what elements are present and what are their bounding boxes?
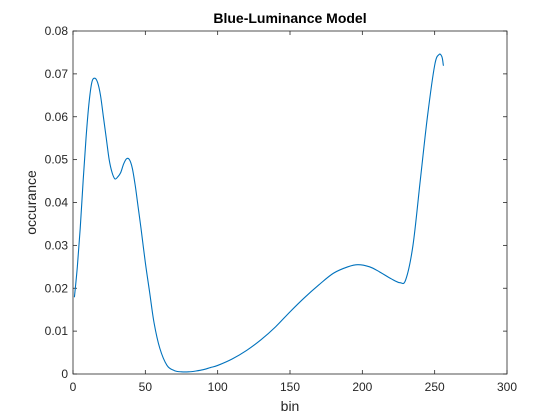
- y-tick-label: 0.02: [45, 281, 69, 295]
- y-tick-label: 0.06: [45, 110, 69, 124]
- series-line: [73, 53, 444, 373]
- y-tick-label: 0.03: [45, 238, 69, 252]
- x-tick-label: 50: [139, 380, 153, 394]
- x-tick-label: 0: [70, 380, 77, 394]
- y-tick-label: 0.05: [45, 153, 69, 167]
- y-tick-label: 0.07: [45, 67, 69, 81]
- y-axis-ticks: 0 0.01 0.02 0.03 0.04 0.05 0.06 0.07 0.08: [45, 24, 507, 381]
- chart-title: Blue-Luminance Model: [213, 10, 366, 26]
- x-axis-label: bin: [281, 398, 300, 414]
- x-tick-label: 150: [280, 380, 300, 394]
- y-tick-label: 0.04: [45, 196, 69, 210]
- y-tick-label: 0: [61, 367, 68, 381]
- x-tick-label: 250: [425, 380, 445, 394]
- x-axis-ticks: 0 50 100 150 200 250 300: [70, 31, 517, 394]
- x-tick-label: 300: [497, 380, 517, 394]
- plot-area-frame: [72, 30, 508, 375]
- axes-box: [72, 30, 508, 375]
- x-tick-label: 100: [208, 380, 228, 394]
- y-tick-label: 0.08: [45, 24, 69, 38]
- y-axis-label: occurance: [23, 170, 39, 235]
- x-tick-label: 200: [352, 380, 372, 394]
- series-layer: [73, 53, 444, 373]
- y-tick-label: 0.01: [45, 324, 69, 338]
